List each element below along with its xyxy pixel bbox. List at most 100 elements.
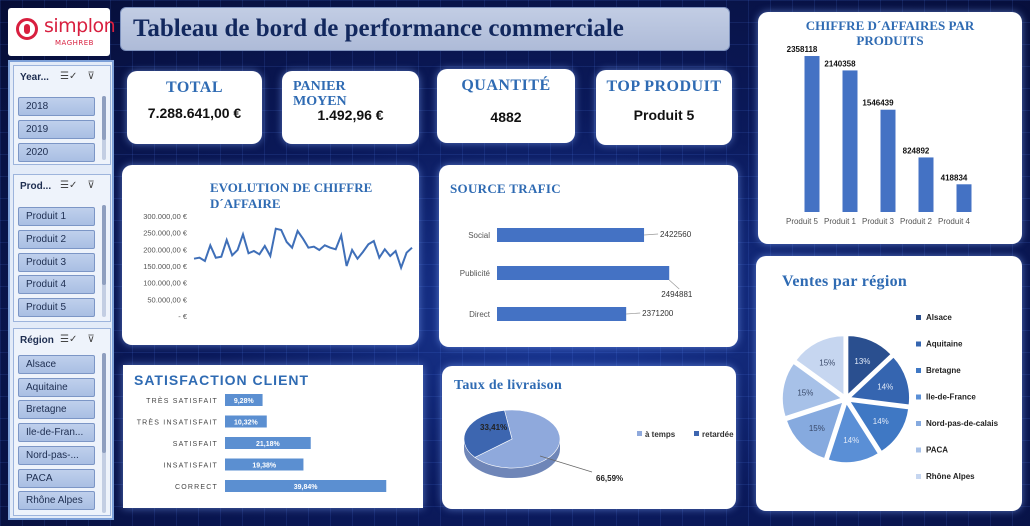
tick-label: 200.000,00 € — [143, 245, 188, 254]
kpi-label: TOP PRODUIT — [606, 78, 722, 95]
chart-title-line2: PRODUITS — [856, 33, 924, 48]
kpi-total: TOTAL 7.288.641,00 € — [127, 71, 262, 144]
pie-slice-group: 14% — [827, 401, 880, 464]
data-label: 2422560 — [660, 230, 692, 239]
chart-title-line1: CHIFFRE D´AFFAIRES PAR — [805, 18, 975, 33]
kpi-value: Produit 5 — [633, 107, 695, 123]
data-label: 10,32% — [234, 420, 259, 427]
pie-slice-group: 15% — [785, 400, 845, 460]
tick-label: TRÈS SATISFAIT — [146, 396, 218, 405]
slicer-item-bretagne[interactable]: Bretagne — [18, 400, 95, 419]
slicer-region: Région ☰✓ ⊽ Alsace Aquitaine Bretagne Il… — [13, 328, 111, 516]
kpi-value: 1.492,96 € — [317, 107, 384, 123]
multi-select-icon[interactable]: ☰✓ — [60, 71, 78, 82]
pie-slice — [846, 334, 893, 398]
tick-label: Direct — [469, 310, 491, 319]
chart-ventes-region-card: Ventes par région 13% 14% 14% 14% 15% 15% 15% A… — [756, 256, 1022, 511]
data-label: 15% — [809, 424, 825, 433]
kpi-value: 7.288.641,00 € — [147, 105, 242, 121]
chart-ventes-region: 13% 14% 14% 14% 15% 15% 15% Alsace Aquitaine Bret… — [781, 313, 999, 481]
simplon-logo: simplon MAGHREB — [8, 8, 116, 56]
tick-label: 100.000,00 € — [143, 279, 188, 288]
tick-label: - € — [178, 312, 188, 321]
tick-label: 150.000,00 € — [143, 262, 188, 271]
series-line — [193, 227, 413, 271]
legend-swatch — [694, 431, 699, 436]
legend-label: Ile-de-France — [926, 393, 976, 402]
slicer-item-2020[interactable]: 2020 — [18, 143, 95, 162]
legend-label: retardée — [702, 430, 734, 439]
leader-line — [644, 233, 659, 236]
data-label: 2494881 — [661, 290, 693, 299]
bar — [880, 109, 896, 212]
legend-swatch — [916, 421, 921, 426]
pie-slice — [827, 401, 880, 464]
tick-label: INSATISFAIT — [163, 463, 218, 470]
bar — [225, 415, 267, 428]
bar — [497, 266, 670, 280]
slicer-title: Région — [20, 335, 54, 346]
data-label: 33,41% — [480, 423, 507, 432]
kpi-label: QUANTITÉ — [461, 77, 551, 94]
chart-livraison: 66,59% 33,41% à temps retardée — [463, 409, 734, 483]
data-label: 9,28% — [234, 398, 255, 405]
slicer-item-2018[interactable]: 2018 — [18, 97, 95, 116]
kpi-label: PANIER MOYEN — [293, 79, 347, 109]
chart-title-line1: EVOLUTION DE CHIFFRE — [210, 180, 373, 195]
legend-label: Aquitaine — [926, 340, 963, 349]
clear-filter-icon[interactable]: ⊽ — [87, 180, 95, 191]
multi-select-icon[interactable]: ☰✓ — [60, 180, 78, 191]
bar — [804, 56, 820, 212]
legend-swatch — [916, 474, 921, 479]
slicer-item-paca[interactable]: PACA — [18, 469, 95, 488]
clear-filter-icon[interactable]: ⊽ — [87, 71, 95, 82]
slicer-scrollbar[interactable] — [102, 96, 106, 160]
data-label: 1546439 — [862, 99, 894, 108]
tick-label: Produit 3 — [862, 217, 895, 226]
chart-source-trafic: Social 2422560 Publicité 2494881 Direct 23712… — [460, 228, 693, 321]
legend-label: à temps — [645, 430, 676, 439]
chart-ca-produits-card: CHIFFRE D´AFFAIRES PAR PRODUITS 2358118 P… — [758, 12, 1022, 244]
legend-label: Bretagne — [926, 366, 961, 375]
data-label: 14% — [873, 417, 889, 426]
slicer-item-produit-1[interactable]: Produit 1 — [18, 207, 95, 226]
tick-label: SATISFAIT — [173, 441, 218, 448]
slicer-item-rhone-alpes[interactable]: Rhône Alpes — [18, 491, 95, 510]
slicer-scrollbar[interactable] — [102, 205, 106, 317]
data-label: 15% — [797, 389, 813, 398]
slicer-item-aquitaine[interactable]: Aquitaine — [18, 378, 95, 397]
slicer-item-produit-4[interactable]: Produit 4 — [18, 275, 95, 294]
slicer-title: Year... — [20, 72, 49, 83]
chart-ca-produits: 2358118 Produit 5 2140358 Produit 1 1546439 P… — [786, 45, 972, 226]
slicer-item-nord-pas-de-calais[interactable]: Nord-pas-... — [18, 446, 95, 465]
tick-label: 250.000,00 € — [143, 229, 188, 238]
scrollbar-thumb[interactable] — [102, 96, 106, 140]
legend-swatch — [916, 394, 921, 400]
legend-swatch — [916, 447, 921, 453]
bar — [225, 480, 387, 492]
slicer-item-2019[interactable]: 2019 — [18, 120, 95, 139]
tick-label: CORRECT — [175, 484, 218, 491]
chart-livraison-card: Taux de livraison 66,59% 33,41% à temps ret… — [442, 366, 736, 509]
kpi-label-line1: PANIER — [293, 79, 346, 94]
slicer-item-produit-2[interactable]: Produit 2 — [18, 230, 95, 249]
slicer-item-ile-de-france[interactable]: Ile-de-Fran... — [18, 423, 95, 442]
kpi-top-produit: TOP PRODUIT Produit 5 — [596, 70, 732, 145]
scrollbar-thumb[interactable] — [102, 205, 106, 285]
legend-label: Alsace — [926, 313, 952, 322]
scrollbar-thumb[interactable] — [102, 353, 106, 453]
data-label: 39,84% — [294, 484, 319, 491]
slicer-item-alsace[interactable]: Alsace — [18, 355, 95, 374]
slicer-item-produit-5[interactable]: Produit 5 — [18, 298, 95, 317]
tick-label: Produit 2 — [900, 217, 933, 226]
logo-name: simplon — [44, 15, 116, 37]
multi-select-icon[interactable]: ☰✓ — [60, 334, 78, 345]
chart-satisfaction: TRÈS SATISFAIT 9,28% TRÈS INSATISFAIT 10,32… — [137, 394, 387, 492]
tick-label: TRÈS INSATISFAIT — [137, 418, 218, 427]
clear-filter-icon[interactable]: ⊽ — [87, 334, 95, 345]
leader-line — [539, 455, 593, 473]
bar — [225, 437, 311, 449]
chart-title: EVOLUTION DE CHIFFRE D´AFFAIRE — [210, 180, 372, 212]
slicer-scrollbar[interactable] — [102, 353, 106, 513]
slicer-item-produit-3[interactable]: Produit 3 — [18, 253, 95, 272]
